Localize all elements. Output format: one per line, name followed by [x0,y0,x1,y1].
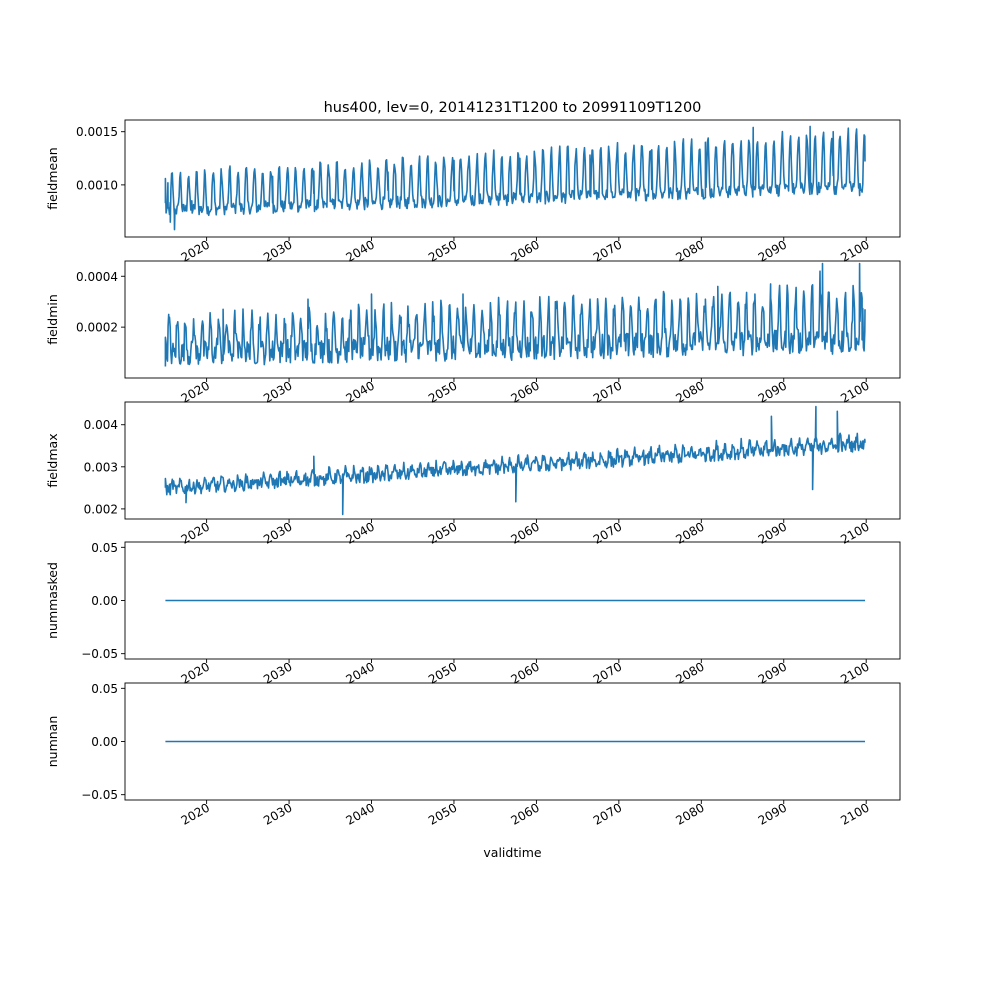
fieldmax-y-axis-label: fieldmax [45,433,60,487]
fieldmean-y-axis-label: fieldmean [45,147,60,209]
fieldmin-series-line [164,262,866,367]
fieldmax-y-tick-label: 0.004 [84,418,118,432]
fieldmean-y-tick-label: 0.0010 [76,178,118,192]
fieldmax-y-tick-label: 0.002 [84,502,118,516]
fieldmean-axes-frame [124,119,901,238]
fieldmax-y-tick-label: 0.003 [84,460,118,474]
fieldmin-y-tick-label: 0.0002 [76,321,118,335]
chart-title: hus400, lev=0, 20141231T1200 to 20991109… [324,100,702,116]
fieldmean-series-line [164,125,866,231]
nummasked-y-axis-label: nummasked [45,562,60,639]
nummasked-y-tick-label: 0.00 [91,594,118,608]
fieldmin-y-tick-label: 0.0004 [76,270,118,284]
fieldmin-axes-frame [124,260,901,379]
nummasked-y-tick-label: −0.05 [81,647,118,661]
fieldmin-y-axis-label: fieldmin [45,294,60,345]
fieldmax-series-line [164,405,866,516]
numnan-y-tick-label: 0.00 [91,735,118,749]
nummasked-y-tick-label: 0.05 [91,541,118,555]
numnan-y-axis-label: numnan [45,716,60,768]
fieldmax-axes-frame [124,401,901,520]
numnan-y-tick-label: −0.05 [81,788,118,802]
x-axis-label: validtime [483,845,541,860]
fieldmean-y-tick-label: 0.0015 [76,125,118,139]
numnan-y-tick-label: 0.05 [91,682,118,696]
